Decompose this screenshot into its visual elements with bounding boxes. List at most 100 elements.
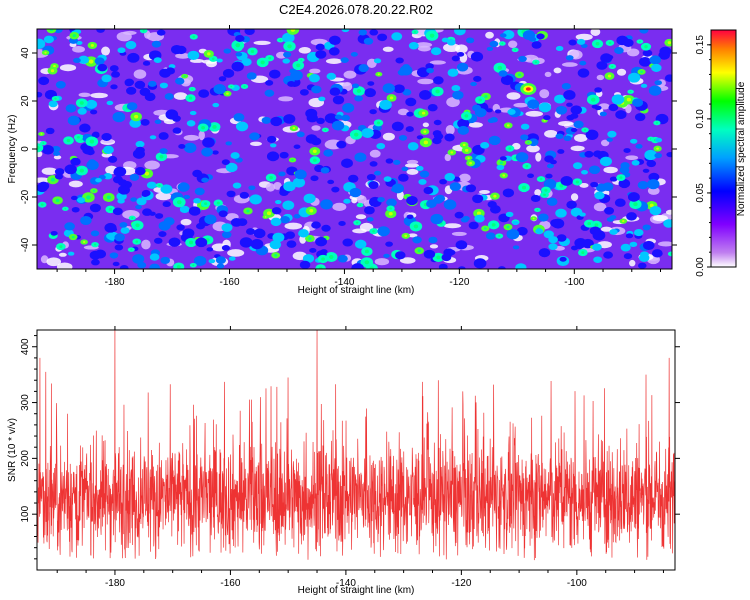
heatmap-peak — [193, 198, 202, 204]
heatmap-peak-core — [300, 59, 303, 61]
heatmap-peak — [500, 75, 514, 86]
heatmap-peak — [640, 83, 648, 88]
heatmap-valley — [534, 189, 542, 197]
x-tick-label: -140 — [334, 277, 354, 288]
heatmap-peak — [54, 173, 64, 180]
heatmap-peak — [279, 151, 289, 159]
heatmap-peak — [225, 141, 232, 146]
heatmap-peak — [655, 137, 663, 143]
heatmap-valley — [90, 92, 108, 99]
heatmap-peak — [593, 256, 603, 263]
colorbar-tick-label: 0.15 — [695, 35, 706, 55]
heatmap-peak — [53, 151, 61, 156]
y-tick-label: -40 — [20, 237, 31, 252]
snr-y-label: SNR (10 * v/v) — [7, 418, 18, 482]
heatmap-valley — [325, 58, 343, 65]
heatmap-peak — [433, 119, 442, 126]
heatmap-valley — [625, 155, 639, 161]
heatmap-peak-core — [483, 227, 487, 230]
heatmap-peak — [418, 178, 427, 185]
heatmap-peak — [303, 193, 316, 204]
heatmap-valley — [53, 155, 62, 160]
heatmap-peak — [570, 127, 578, 133]
heatmap-peak — [244, 29, 255, 36]
heatmap-peak — [654, 80, 662, 86]
heatmap-peak — [140, 119, 150, 126]
heatmap-peak — [366, 173, 376, 181]
colorbar-tick-label: 0.05 — [695, 183, 706, 203]
heatmap-peak — [285, 231, 296, 239]
heatmap-peak — [609, 176, 618, 182]
heatmap-peak — [194, 187, 205, 196]
heatmap-peak — [235, 34, 245, 42]
heatmap-valley — [205, 60, 218, 68]
heatmap-peak — [124, 78, 135, 86]
heatmap-peak — [651, 249, 663, 258]
heatmap-peak — [518, 55, 527, 63]
heatmap-peak — [545, 173, 553, 179]
heatmap-peak-core — [250, 49, 255, 54]
heatmap-peak — [89, 203, 101, 213]
heatmap-peak — [423, 249, 436, 259]
heatmap-peak — [283, 51, 292, 58]
heatmap-peak — [577, 68, 590, 78]
heatmap-peak — [623, 148, 631, 153]
heatmap-peak-core — [640, 70, 643, 74]
heatmap-peak — [104, 222, 117, 233]
heatmap-peak — [664, 74, 672, 82]
heatmap-valley — [629, 259, 636, 267]
heatmap-valley — [575, 33, 593, 41]
heatmap-peak — [113, 166, 127, 177]
heatmap-peak — [350, 52, 358, 57]
heatmap-peak — [215, 256, 227, 264]
heatmap-peak-core — [581, 251, 585, 255]
heatmap-valley — [356, 195, 367, 204]
heatmap-peak — [406, 214, 414, 219]
heatmap-peak — [512, 245, 520, 250]
heatmap-peak — [391, 121, 404, 132]
heatmap-peak — [364, 88, 376, 98]
heatmap-peak — [270, 217, 282, 227]
heatmap-valley — [374, 258, 390, 266]
heatmap-peak — [566, 102, 573, 107]
heatmap-peak — [505, 211, 514, 218]
heatmap-peak-core — [211, 57, 215, 61]
heatmap-peak — [589, 226, 601, 236]
spectrogram-panel: -180 -160 -140 -120 -100 -40 -20 0 20 40 Height … — [7, 25, 677, 296]
heatmap-valley — [478, 189, 490, 195]
heatmap-peak — [127, 52, 140, 63]
heatmap-valley — [173, 92, 188, 100]
heatmap-peak — [538, 213, 549, 222]
heatmap-peak — [642, 168, 650, 173]
heatmap-peak — [615, 110, 627, 119]
heatmap-peak — [153, 57, 162, 64]
heatmap-peak-core — [318, 266, 323, 269]
heatmap-peak-core — [464, 114, 469, 118]
heatmap-peak — [188, 206, 201, 216]
heatmap-peak-core — [93, 243, 97, 246]
heatmap-peak — [620, 162, 630, 169]
heatmap-peak — [287, 81, 296, 87]
heatmap-valley — [525, 110, 543, 117]
heatmap-peak — [635, 144, 643, 149]
heatmap-peak-core — [525, 164, 529, 168]
heatmap-peak — [352, 83, 360, 89]
heatmap-peak — [488, 135, 501, 146]
heatmap-valley — [579, 182, 589, 188]
heatmap-peak-core — [269, 176, 273, 180]
heatmap-peak — [512, 220, 519, 226]
heatmap-peak — [221, 244, 231, 251]
heatmap-peak — [106, 100, 114, 106]
heatmap-peak — [405, 126, 414, 133]
heatmap-peak — [502, 188, 515, 198]
heatmap-peak — [391, 32, 403, 41]
heatmap-peak — [465, 184, 477, 193]
heatmap-peak-core — [608, 41, 612, 45]
heatmap-valley — [332, 202, 347, 211]
heatmap-peak-core — [359, 204, 362, 206]
heatmap-peak — [618, 178, 631, 189]
heatmap-valley — [141, 239, 151, 250]
heatmap-peak-core — [192, 35, 196, 38]
heatmap-peak — [218, 76, 227, 82]
x-tick-label: -180 — [105, 277, 125, 288]
